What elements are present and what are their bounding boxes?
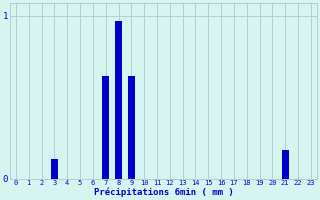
- Bar: [282, 150, 289, 179]
- X-axis label: Précipitations 6min ( mm ): Précipitations 6min ( mm ): [93, 188, 233, 197]
- Bar: [115, 21, 122, 179]
- Bar: [51, 159, 58, 179]
- Bar: [102, 76, 109, 179]
- Bar: [128, 76, 135, 179]
